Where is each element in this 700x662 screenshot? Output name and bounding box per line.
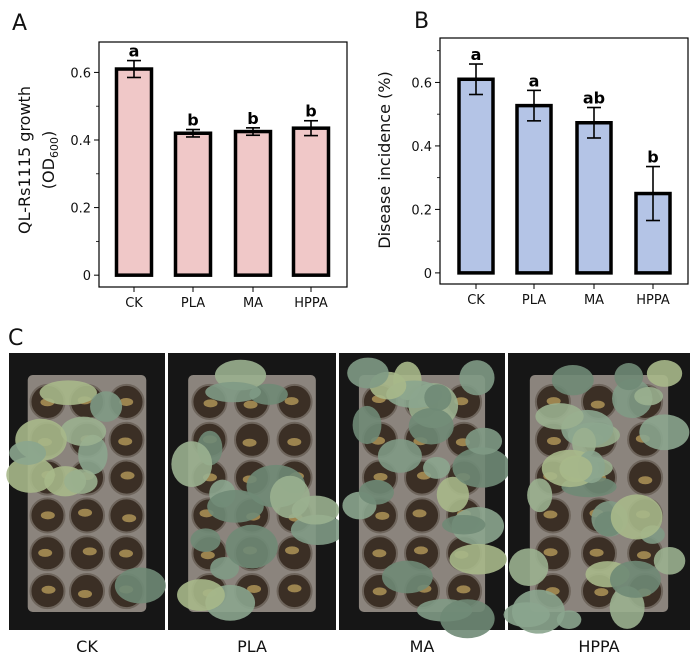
y-tick-label: 0.4 xyxy=(70,134,91,149)
x-tick-label: MA xyxy=(584,293,604,308)
y-tick-label: 0 xyxy=(83,269,91,284)
panel-label-a: A xyxy=(12,11,27,36)
y-tick-label: 0.6 xyxy=(70,66,91,81)
error-bar xyxy=(469,63,483,96)
bar-pla xyxy=(515,103,553,275)
error-bar xyxy=(127,59,141,79)
photo-label: CK xyxy=(76,637,98,656)
bar-pla xyxy=(173,131,213,277)
ylabel-od: (OD xyxy=(39,158,58,189)
significance-label: b xyxy=(247,109,258,128)
axes-frame xyxy=(98,41,348,288)
error-bar xyxy=(646,165,660,222)
x-tick-label: PLA xyxy=(522,293,546,308)
y-tick-label: 0.6 xyxy=(411,76,432,91)
photo-label: HPPA xyxy=(578,637,619,656)
x-tick-label: CK xyxy=(125,296,143,311)
panel-label-b: B xyxy=(414,9,429,34)
axes-frame xyxy=(439,37,689,285)
plant-photo-pla xyxy=(168,353,345,630)
plant-photo-hppa xyxy=(503,353,690,634)
significance-label: b xyxy=(187,111,198,130)
significance-label: a xyxy=(129,42,140,61)
chart-b-ylabel: Disease incidence (%) xyxy=(375,71,394,248)
bar-hppa xyxy=(291,126,331,277)
significance-label: a xyxy=(529,71,540,90)
y-tick-label: 0.4 xyxy=(411,140,432,155)
bar-ck xyxy=(114,67,154,277)
significance-label: ab xyxy=(583,89,605,108)
x-tick-label: HPPA xyxy=(294,296,328,311)
y-tick-label: 0 xyxy=(424,267,432,282)
x-tick-label: CK xyxy=(467,293,485,308)
significance-label: b xyxy=(305,102,316,121)
error-bar xyxy=(304,119,318,137)
bar-ma xyxy=(575,121,613,275)
bar-ma xyxy=(233,129,273,277)
bar-ck xyxy=(457,77,495,275)
photo-label: PLA xyxy=(237,637,267,656)
x-tick-label: PLA xyxy=(181,296,205,311)
significance-label: a xyxy=(471,45,482,64)
plant-photo-ck xyxy=(6,353,166,630)
x-tick-label: MA xyxy=(243,296,263,311)
x-tick-label: HPPA xyxy=(636,293,670,308)
error-bar xyxy=(246,127,260,137)
chart-a: a CK b PLA b MA b HPPA 0 0.2 0.4 0.6 xyxy=(70,41,348,311)
ylabel-subscript: 600 xyxy=(48,137,61,158)
significance-label: b xyxy=(647,148,658,167)
panel-label-c: C xyxy=(8,326,23,351)
y-tick-label: 0.2 xyxy=(411,203,432,218)
photo-label: MA xyxy=(410,637,435,656)
photo-panel: CK PLA MA HPPA xyxy=(6,353,690,656)
chart-a-ylabel: QL-Rs1115 growth xyxy=(15,86,34,234)
chart-b: a CK a PLA ab MA b HPPA 0 0.2 0.4 0.6 xyxy=(411,37,689,308)
error-bar xyxy=(186,128,200,138)
plant-photo-ma xyxy=(339,353,511,639)
ylabel-close: ) xyxy=(39,131,58,137)
error-bar xyxy=(527,89,541,122)
y-tick-label: 0.2 xyxy=(70,202,91,217)
error-bar xyxy=(587,106,601,139)
chart-a-ylabel-unit: (OD600) xyxy=(39,131,61,189)
